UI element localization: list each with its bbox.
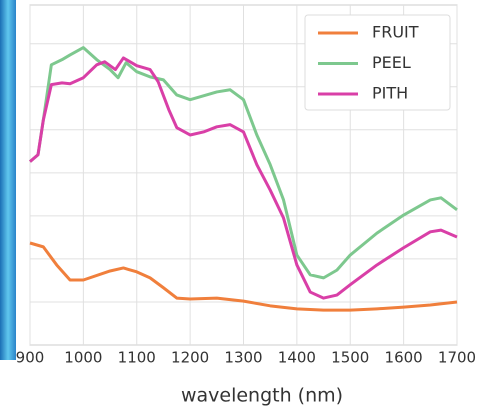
- legend-label: PITH: [372, 84, 408, 103]
- x-tick-label: 1000: [64, 349, 102, 367]
- x-tick-label: 900: [16, 349, 45, 367]
- x-axis-label: wavelength (nm): [181, 385, 343, 407]
- legend-box: [304, 14, 451, 111]
- x-tick-label: 1600: [385, 349, 423, 367]
- legend-label: PEEL: [372, 53, 411, 72]
- x-tick-label: 1700: [438, 349, 476, 367]
- data-line: [29, 46, 458, 280]
- x-tick-label: 1500: [331, 349, 369, 367]
- x-tick-label: 1100: [118, 349, 156, 367]
- decor-strip: [0, 0, 16, 360]
- data-line: [29, 241, 458, 312]
- x-tick-label: 1300: [224, 349, 262, 367]
- data-line: [29, 56, 458, 300]
- x-tick-label: 1200: [171, 349, 209, 367]
- x-tick-label: 1400: [278, 349, 316, 367]
- legend-label: FRUIT: [372, 23, 419, 42]
